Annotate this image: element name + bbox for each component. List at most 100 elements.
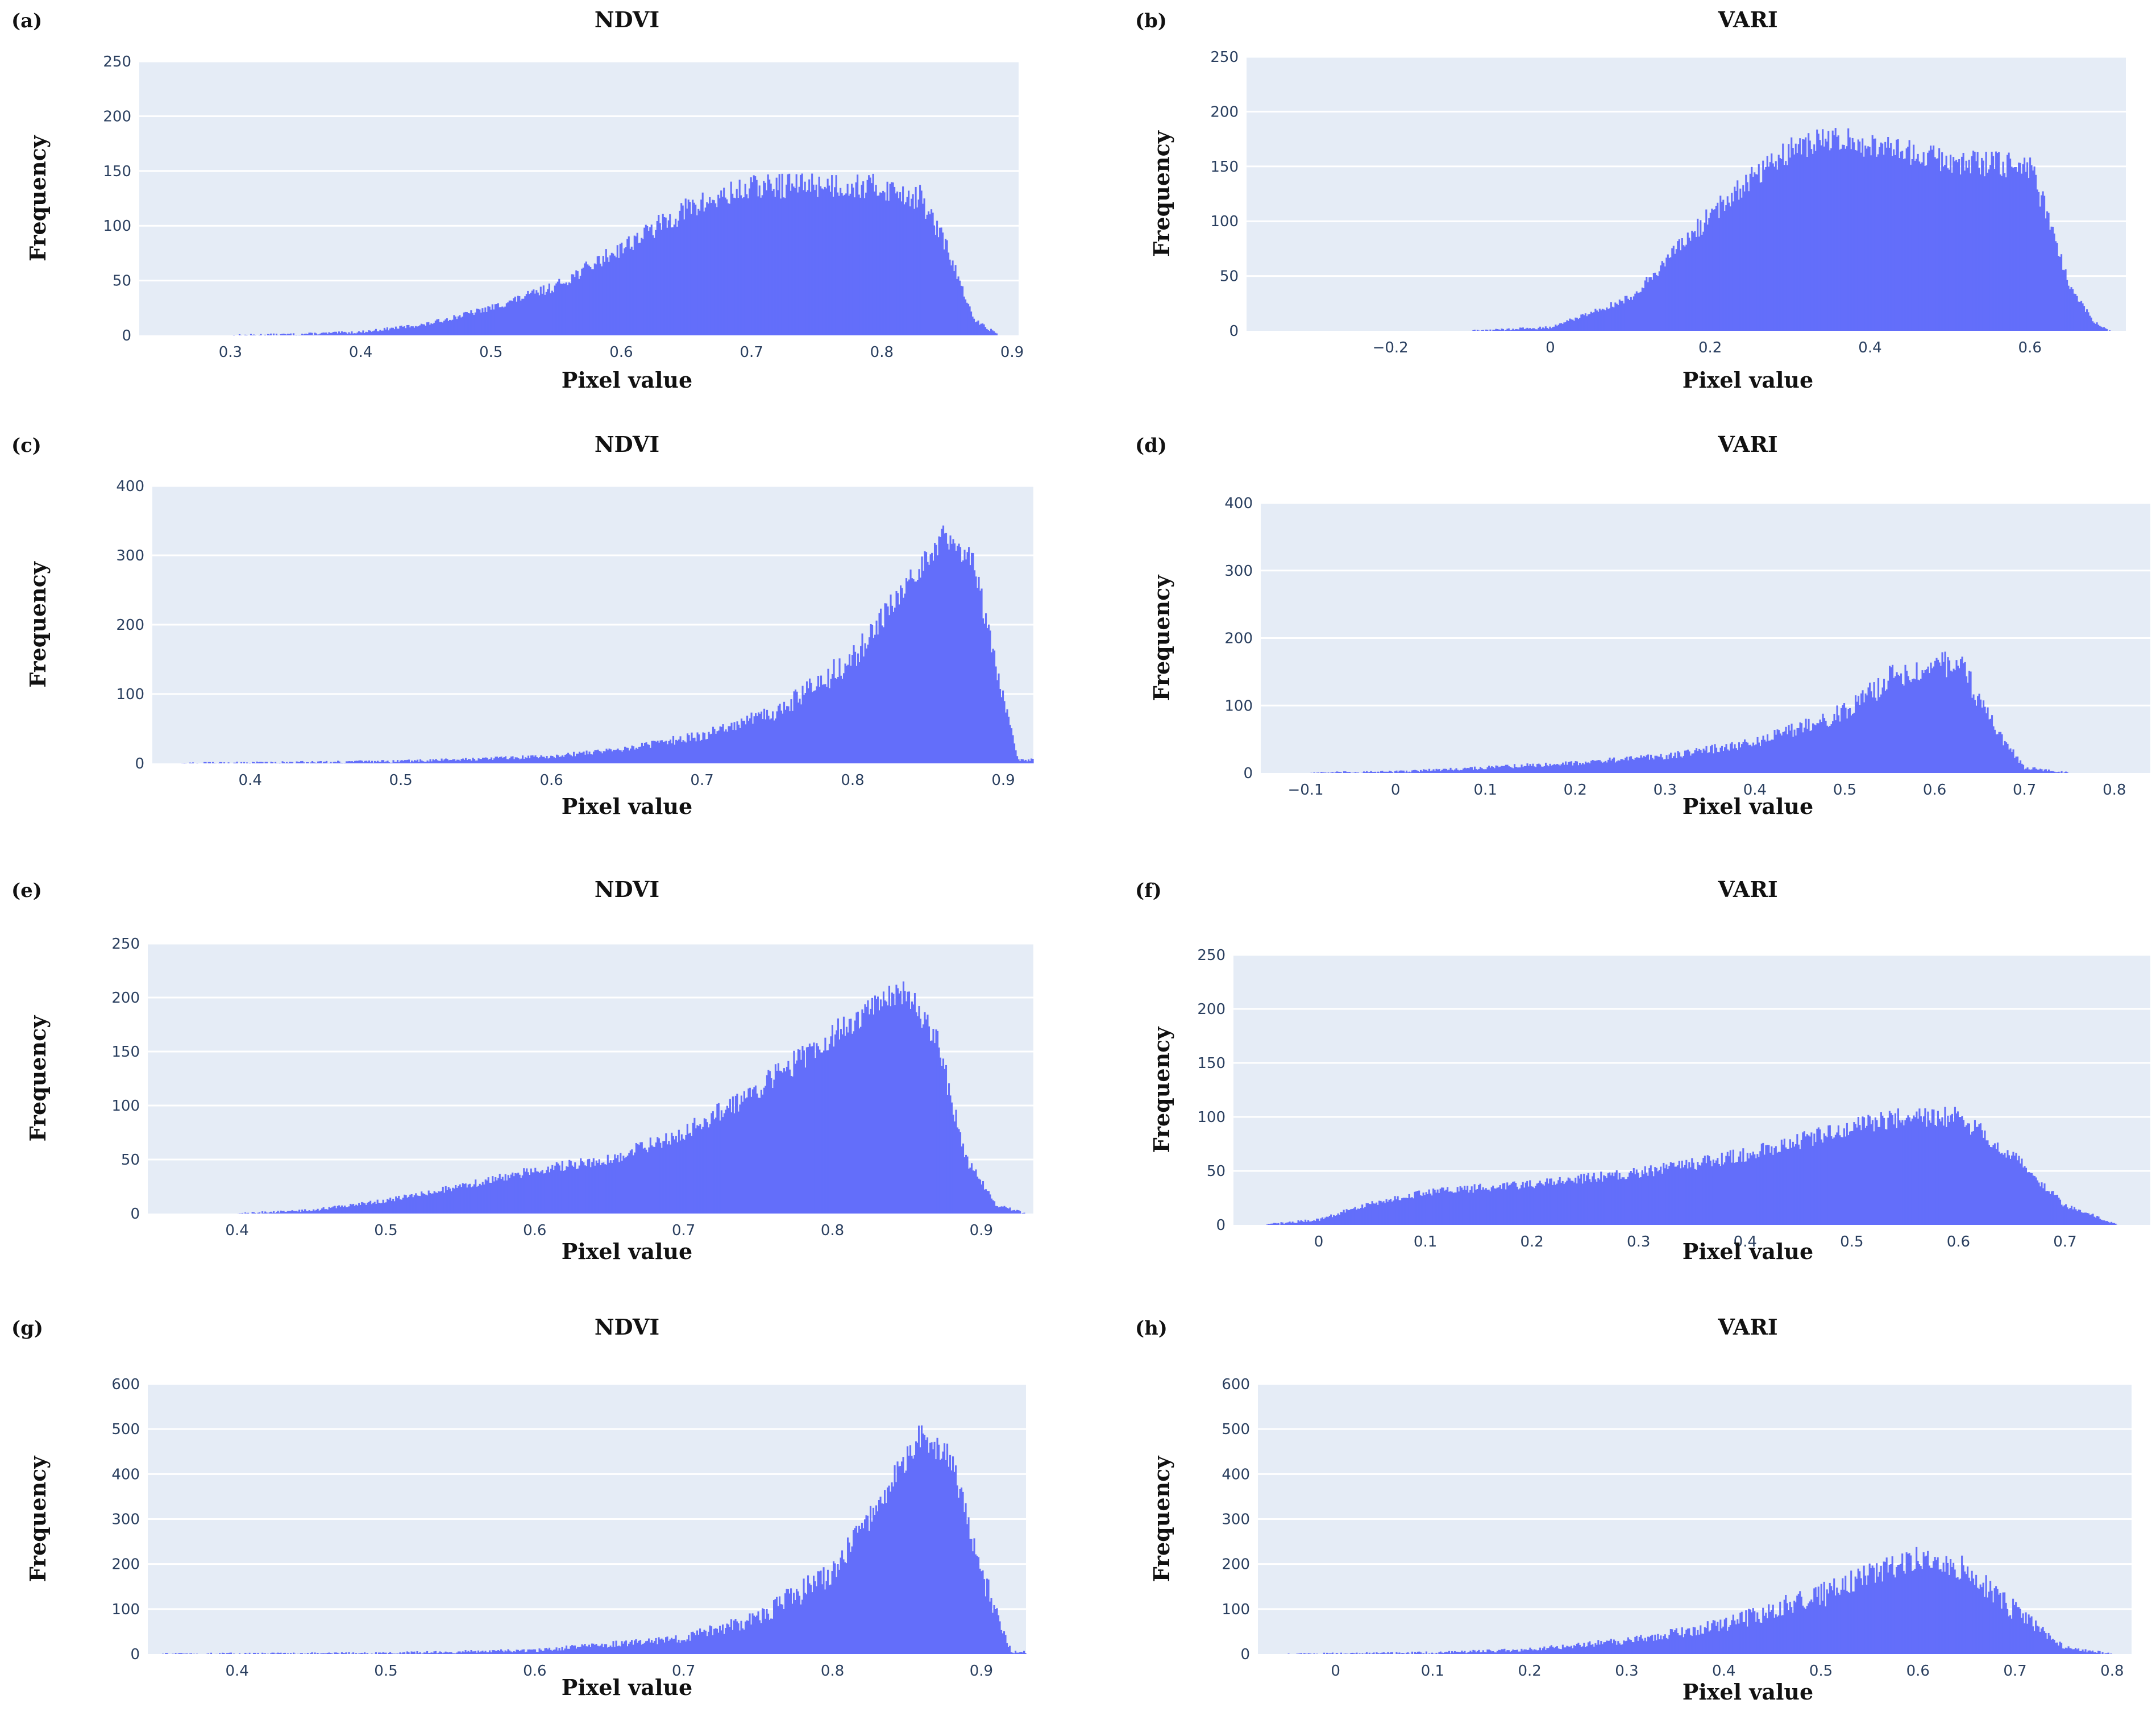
histogram-bar (496, 1651, 498, 1654)
histogram-bar (361, 761, 363, 763)
histogram-bar (1729, 206, 1731, 331)
histogram-bar (901, 588, 903, 763)
histogram-bar (689, 202, 691, 335)
histogram-bar (1951, 172, 1953, 331)
histogram-bar (1874, 1117, 1876, 1225)
histogram-bar (1750, 745, 1752, 773)
histogram-bar (2067, 1646, 2070, 1654)
histogram-bar (507, 1175, 509, 1214)
histogram-bar (2110, 1653, 2112, 1654)
histogram-bar (654, 1641, 656, 1654)
histogram-bar (1884, 142, 1887, 331)
x-axis-title: Pixel value (562, 1239, 692, 1264)
histogram-bar (1676, 758, 1678, 773)
histogram-bar (1922, 1116, 1925, 1225)
histogram-bar (744, 184, 746, 335)
histogram-bar (1539, 1647, 1541, 1654)
histogram-bar (1675, 1628, 1677, 1654)
histogram-bar (1606, 307, 1608, 331)
histogram-bar (1721, 1628, 1723, 1654)
histogram-bar (1579, 762, 1581, 773)
histogram-bar (1330, 772, 1332, 773)
histogram-bar (987, 330, 990, 335)
histogram-bar (514, 1651, 517, 1654)
histogram-bar (1964, 662, 1966, 773)
histogram-bar (1958, 1117, 1960, 1225)
histogram-bar (1539, 326, 1541, 331)
histogram-bar (1848, 137, 1851, 331)
histogram-bar (1578, 318, 1581, 331)
histogram-bar (484, 1179, 487, 1214)
histogram-bar (534, 755, 537, 763)
histogram-bar (1533, 328, 1535, 331)
histogram-bar (1805, 137, 1807, 331)
histogram-bar (609, 255, 612, 335)
histogram-bar (1655, 1640, 1657, 1654)
histogram-bar (736, 189, 738, 335)
histogram-bar (886, 181, 888, 335)
histogram-bar (1597, 760, 1600, 773)
histogram-bar (1754, 1611, 1756, 1654)
histogram-bar (1601, 1644, 1604, 1654)
histogram-bar (1981, 707, 1983, 773)
histogram-bar (418, 1195, 420, 1214)
histogram-bar (594, 1644, 596, 1654)
histogram-bar (1789, 730, 1792, 773)
histogram-bar (1823, 1581, 1825, 1654)
histogram-bar (2033, 1176, 2036, 1225)
histogram-bar (810, 1046, 812, 1214)
histogram-bar (767, 716, 770, 763)
histogram-bar (240, 335, 242, 336)
histogram-bar (459, 1651, 461, 1654)
histogram-bar (463, 1652, 466, 1654)
histogram-bar (1544, 326, 1547, 331)
histogram-bar (763, 1087, 765, 1214)
histogram-bar (898, 604, 900, 763)
histogram-bar (381, 1653, 383, 1654)
histogram-bar (1876, 700, 1878, 773)
histogram-bar (1893, 678, 1895, 773)
histogram-bar (480, 312, 482, 335)
histogram-bar (529, 1649, 531, 1654)
histogram-bar (1908, 1553, 1910, 1654)
histogram-bar (978, 1557, 980, 1654)
histogram-bar (1613, 1639, 1615, 1654)
histogram-bar (514, 757, 517, 763)
histogram-bar (587, 264, 589, 335)
histogram-bar (1928, 1565, 1930, 1654)
histogram-bar (657, 1644, 659, 1654)
histogram-bar (780, 1071, 782, 1214)
histogram-bar (861, 633, 863, 763)
histogram-bar (950, 1470, 953, 1654)
histogram-bar (1967, 168, 1969, 331)
histogram-bar (547, 1649, 549, 1654)
histogram-bar (1715, 747, 1718, 773)
histogram-bar (804, 1593, 807, 1654)
histogram-bar (1610, 302, 1612, 331)
histogram-bar (1918, 161, 1921, 331)
histogram-bar (1627, 760, 1630, 773)
histogram-bar (1589, 314, 1591, 331)
histogram-bar (734, 1619, 737, 1654)
histogram-bar (1644, 280, 1646, 331)
histogram-bar (658, 1138, 660, 1214)
histogram-bar (1726, 196, 1729, 331)
histogram-bar (589, 267, 592, 335)
histogram-bar (1522, 767, 1524, 773)
histogram-bar (1839, 721, 1841, 773)
histogram-bar (2067, 1209, 2070, 1225)
histogram-bar (1698, 749, 1701, 773)
histogram-bar (577, 1647, 579, 1654)
histogram-bar (1478, 1185, 1480, 1225)
histogram-bar (1424, 770, 1426, 773)
histogram-bar (451, 319, 454, 335)
histogram-bar (394, 326, 397, 335)
histogram-bar (2049, 1194, 2051, 1225)
histogram-bar (1947, 1115, 1949, 1225)
histogram-bar (1570, 319, 1572, 331)
histogram-bar (552, 292, 555, 335)
histogram-bar (712, 726, 714, 763)
histogram-bar (1583, 315, 1585, 331)
histogram-bar (647, 231, 650, 335)
histogram-bar (1657, 756, 1659, 773)
